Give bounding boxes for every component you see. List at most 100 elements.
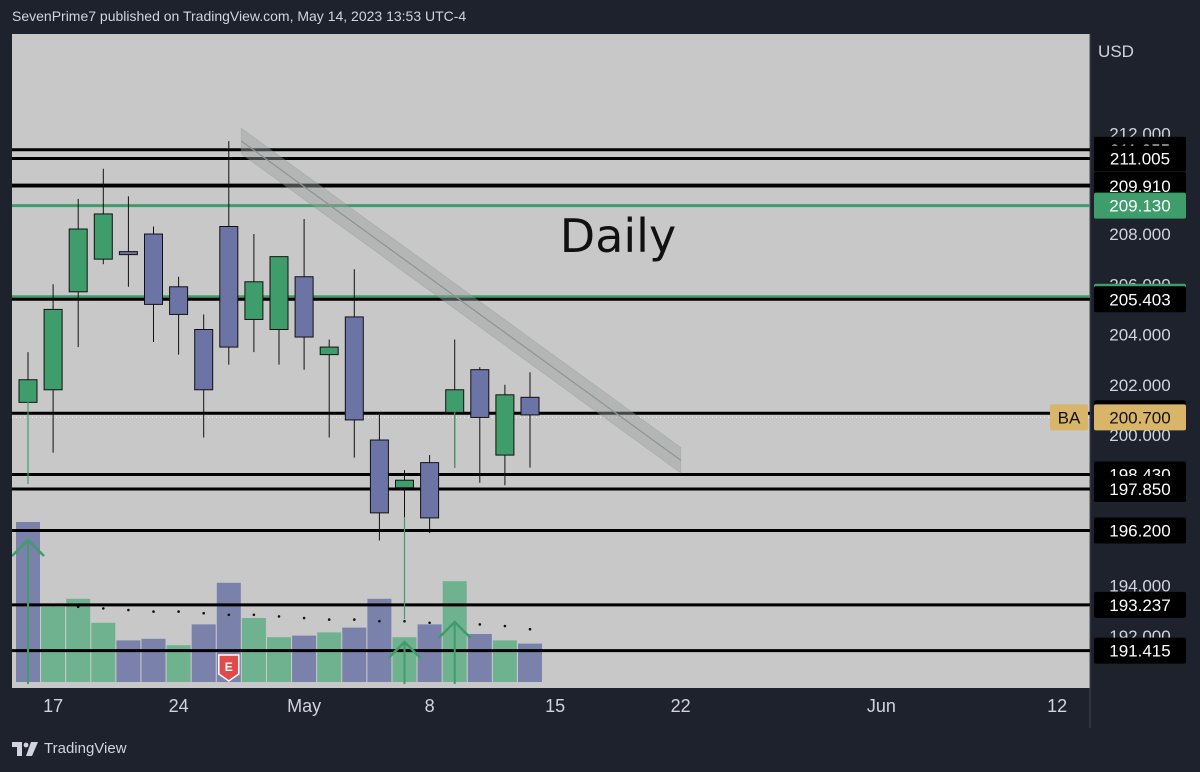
candle-body[interactable] xyxy=(520,396,540,416)
volume-ma-dot xyxy=(503,624,507,628)
time-axis[interactable] xyxy=(12,688,1090,728)
volume-ma-dot xyxy=(152,610,155,613)
candle-body[interactable] xyxy=(43,308,63,391)
currency-bg xyxy=(1091,34,1190,62)
level-price-label: 205.403 xyxy=(1109,290,1170,309)
level-price-label: 209.910 xyxy=(1109,177,1170,196)
earnings-label: E xyxy=(225,660,233,674)
x-tick-label: Jun xyxy=(867,696,896,716)
volume-ma-dot xyxy=(102,607,105,610)
candle-body[interactable] xyxy=(369,439,389,514)
x-tick-label: 22 xyxy=(671,696,691,716)
candle-body[interactable] xyxy=(420,462,440,519)
symbol-label: BA xyxy=(1058,408,1081,427)
candle-body[interactable] xyxy=(244,281,264,320)
volume-ma-dot xyxy=(403,619,406,623)
volume-bar xyxy=(41,606,66,682)
level-price-tag[interactable] xyxy=(1094,286,1186,313)
x-tick-label: 17 xyxy=(43,696,63,716)
volume-ma-dot xyxy=(353,618,356,621)
volume-ma-dot xyxy=(227,613,231,617)
candle-body[interactable] xyxy=(118,251,138,256)
tradingview-logo-icon xyxy=(12,741,38,756)
volume-bar xyxy=(116,640,141,682)
level-price-tag[interactable] xyxy=(1094,145,1186,172)
y-tick-label: 202.000 xyxy=(1109,376,1170,395)
footer-brand: TradingView xyxy=(44,740,127,757)
candle-body[interactable] xyxy=(269,256,289,330)
last-price-label: 200.700 xyxy=(1109,408,1170,427)
level-price-label: 196.200 xyxy=(1109,521,1170,540)
y-tick-label: 200.000 xyxy=(1109,426,1170,445)
volume-bar xyxy=(267,637,291,682)
y-tick-label: 194.000 xyxy=(1109,577,1170,596)
level-price-tag[interactable] xyxy=(1094,192,1186,219)
level-price-tag[interactable] xyxy=(1094,517,1186,544)
volume-ma-dot xyxy=(528,627,532,631)
x-tick-label: 24 xyxy=(169,696,189,716)
chart-title: Daily xyxy=(560,209,676,263)
candle-body[interactable] xyxy=(194,328,214,391)
x-tick-label: 15 xyxy=(545,696,565,716)
up-arrow-icon xyxy=(12,538,45,684)
volume-bar xyxy=(492,640,517,682)
volume-bar xyxy=(317,632,342,682)
footer: TradingView xyxy=(12,740,127,757)
volume-bar xyxy=(91,622,116,682)
volume-bar xyxy=(292,635,317,682)
level-price-tag[interactable] xyxy=(1094,173,1186,200)
level-price-label: 209.130 xyxy=(1109,197,1170,216)
volume-ma-dot xyxy=(127,608,130,612)
volume-ma-dot xyxy=(302,616,306,620)
volume-ma-dot xyxy=(202,611,205,615)
publish-header: SevenPrime7 published on TradingView.com… xyxy=(12,8,467,24)
level-price-label: 197.850 xyxy=(1109,480,1170,499)
candle-body[interactable] xyxy=(319,346,339,356)
candle-body[interactable] xyxy=(68,228,88,293)
volume-bar xyxy=(66,598,91,682)
candle-body[interactable] xyxy=(93,213,113,260)
volume-ma-dot xyxy=(252,613,256,617)
earnings-icon[interactable] xyxy=(218,654,240,682)
chart-frame[interactable]: EDaily192.000194.000196.000198.000200.00… xyxy=(12,34,1190,728)
volume-ma-dot xyxy=(378,619,381,623)
level-price-tag[interactable] xyxy=(1094,637,1186,664)
volume-ma-dot xyxy=(478,623,482,626)
candle-body[interactable] xyxy=(344,316,364,421)
volume-bar xyxy=(342,627,367,682)
x-tick-label: 8 xyxy=(425,696,435,716)
level-price-label: 193.237 xyxy=(1109,596,1170,615)
level-price-tag[interactable] xyxy=(1094,476,1186,503)
y-tick-label: 208.000 xyxy=(1109,225,1170,244)
up-arrow-icon xyxy=(437,620,472,684)
volume-bar xyxy=(141,638,166,682)
trend-channel-midline xyxy=(240,140,681,461)
volume-ma-dot xyxy=(177,610,180,613)
currency-label: USD xyxy=(1098,42,1134,61)
symbol-tag[interactable] xyxy=(1050,404,1088,431)
volume-bar xyxy=(467,634,492,682)
candle-body[interactable] xyxy=(144,233,163,305)
candle-body[interactable] xyxy=(169,286,189,315)
volume-ma-dot xyxy=(428,621,431,625)
up-arrow-icon xyxy=(387,640,422,684)
x-tick-label: 12 xyxy=(1047,696,1067,716)
volume-bar xyxy=(367,598,392,682)
candle-body[interactable] xyxy=(395,479,414,489)
chart-svg[interactable]: EDaily192.000194.000196.000198.000200.00… xyxy=(12,34,1190,728)
y-tick-label: 204.000 xyxy=(1109,326,1170,345)
volume-ma-dot xyxy=(277,615,281,618)
level-price-tag[interactable] xyxy=(1094,591,1186,618)
volume-bar xyxy=(417,624,442,682)
x-tick-label: May xyxy=(287,696,321,716)
volume-ma-dot xyxy=(327,618,331,621)
candle-body[interactable] xyxy=(294,276,314,338)
candle-body[interactable] xyxy=(219,226,239,348)
candle-body[interactable] xyxy=(470,369,490,418)
candle-body[interactable] xyxy=(495,394,515,456)
level-price-label: 211.005 xyxy=(1110,150,1170,169)
level-price-label: 191.415 xyxy=(1109,642,1170,661)
last-price-tag[interactable] xyxy=(1094,404,1186,431)
plot-background xyxy=(12,34,1090,688)
volume-bar xyxy=(191,624,216,682)
